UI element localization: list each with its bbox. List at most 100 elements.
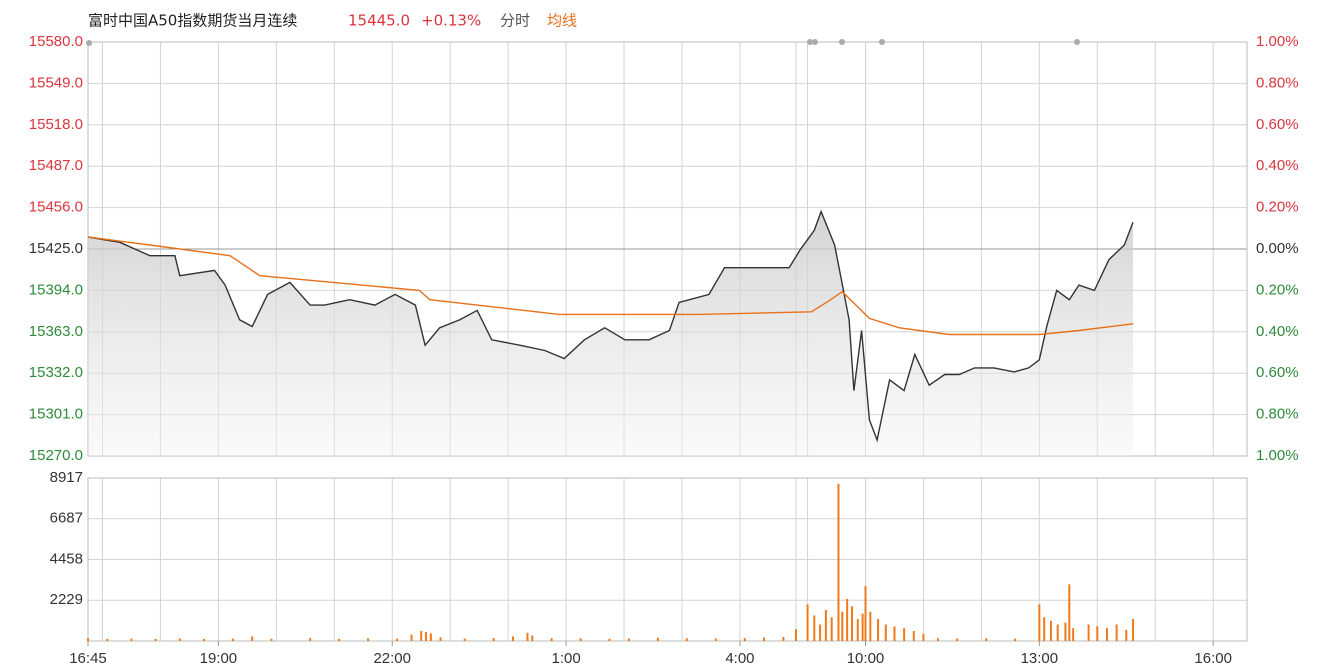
volume-bar — [463, 638, 466, 641]
volume-bar — [1132, 619, 1135, 641]
volume-bar — [627, 638, 630, 641]
y-tick-label: 15456.0 — [29, 199, 83, 216]
price-line — [87, 209, 1134, 443]
y-tick-label: 15363.0 — [29, 323, 83, 340]
volume-bar — [202, 638, 205, 641]
volume-bar — [1105, 628, 1108, 641]
volume-bar — [87, 638, 89, 641]
y2-tick-label: 0.20% — [1256, 281, 1299, 298]
volume-bar — [850, 606, 853, 641]
volume-bar — [1115, 624, 1118, 641]
volume-bar — [893, 626, 896, 641]
y2-tick-label: 0.00% — [1256, 240, 1299, 257]
volume-bar — [813, 615, 816, 641]
volume-bar — [846, 598, 849, 641]
volume-bar — [579, 638, 582, 641]
volume-bar — [922, 633, 925, 641]
x-tick-label: 22:00 — [373, 650, 411, 667]
volume-bar — [1087, 624, 1090, 641]
volume-bar — [877, 619, 880, 641]
volume-bar — [819, 624, 822, 641]
y2-tick-label: 1.00% — [1256, 447, 1299, 464]
volume-bar — [1056, 624, 1059, 641]
volume-bar — [763, 637, 766, 641]
event-marker — [86, 40, 92, 46]
volume-bar — [526, 632, 529, 641]
event-marker — [1074, 39, 1080, 45]
y-tick-label: 15580.0 — [29, 33, 83, 50]
y-tick-label: 15549.0 — [29, 74, 83, 91]
x-tick-label: 19:00 — [200, 650, 238, 667]
x-tick-label: 4:00 — [725, 650, 754, 667]
volume-bar — [429, 633, 432, 641]
volume-bar — [1064, 622, 1067, 641]
volume-bar — [903, 628, 906, 641]
x-tick-label: 13:00 — [1021, 650, 1059, 667]
y2-tick-label: 0.20% — [1256, 199, 1299, 216]
y-tick-label: 6687 — [50, 510, 83, 527]
volume-bar — [956, 638, 959, 641]
event-marker — [879, 39, 885, 45]
volume-bar — [884, 624, 887, 641]
volume-bar — [794, 629, 797, 641]
volume-frame — [87, 477, 1248, 642]
y-tick-label: 15487.0 — [29, 157, 83, 174]
volume-bar — [1072, 628, 1075, 641]
volume-bar — [856, 619, 859, 641]
volume-bar — [154, 638, 157, 641]
volume-bar — [106, 638, 109, 641]
y-tick-label: 15301.0 — [29, 406, 83, 423]
volume-bar — [420, 630, 423, 641]
volume-bar — [511, 636, 514, 641]
last-price: 15445.0 — [348, 12, 410, 30]
price-area — [88, 211, 1133, 456]
y-tick-label: 15394.0 — [29, 281, 83, 298]
event-marker — [812, 39, 818, 45]
y2-tick-label: 0.80% — [1256, 74, 1299, 91]
volume-bar — [367, 638, 370, 641]
volume-bar — [608, 638, 611, 641]
volume-bar — [531, 635, 534, 641]
y-tick-label: 4458 — [50, 550, 83, 567]
volume-bar — [130, 638, 133, 641]
y2-tick-label: 0.60% — [1256, 364, 1299, 381]
volume-bar — [714, 638, 717, 641]
volume-bar — [1096, 626, 1099, 641]
volume-bar — [1038, 604, 1041, 641]
x-tick-label: 16:00 — [1194, 650, 1232, 667]
volume-bar — [550, 638, 553, 641]
y2-tick-label: 0.40% — [1256, 157, 1299, 174]
volume-bar — [782, 636, 785, 641]
volume-bar — [936, 638, 939, 641]
volume-bar — [656, 637, 659, 641]
volume-bar — [837, 483, 840, 641]
event-markers — [86, 39, 1080, 46]
volume-bar — [410, 634, 413, 641]
volume-bar — [1043, 617, 1046, 641]
volume-bar — [985, 638, 988, 641]
volume-bar — [869, 611, 872, 641]
volume-bar — [425, 631, 428, 641]
y2-tick-label: 0.40% — [1256, 323, 1299, 340]
volume-bar — [439, 637, 442, 641]
volume-bar — [1068, 584, 1071, 641]
x-tick-label: 16:45 — [69, 650, 107, 667]
y2-tick-label: 0.60% — [1256, 116, 1299, 133]
volume-bar — [309, 638, 312, 641]
y-tick-label: 15425.0 — [29, 240, 83, 257]
volume-bar — [824, 609, 827, 641]
change: +0.13% — [421, 12, 481, 30]
volume-bar — [1049, 620, 1052, 641]
y2-tick-label: 0.80% — [1256, 406, 1299, 423]
legend-average: 均线 — [547, 12, 577, 30]
mode: 分时 — [500, 12, 530, 30]
event-marker — [807, 39, 813, 45]
y-tick-label: 2229 — [50, 591, 83, 608]
volume-bar — [685, 638, 688, 641]
y2-tick-label: 1.00% — [1256, 33, 1299, 50]
volume-bar — [338, 638, 341, 641]
volume-bar — [1014, 638, 1017, 641]
volume-bar — [841, 611, 844, 641]
